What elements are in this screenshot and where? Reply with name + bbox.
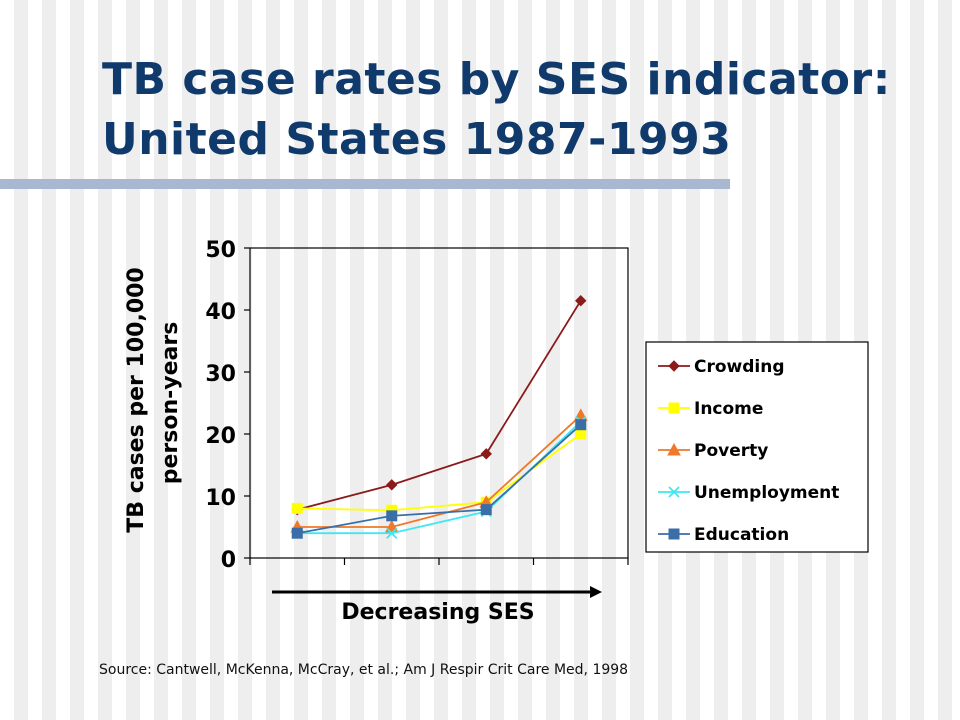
y-tick-label: 10 [205,486,236,511]
data-point-income [291,502,303,514]
legend-label-unemployment: Unemployment [694,483,839,503]
slide-title: TB case rates by SES indicator: United S… [102,50,891,170]
legend-marker-poverty [667,442,681,456]
source-citation: Source: Cantwell, McKenna, McCray, et al… [99,662,629,678]
series-line-unemployment [297,420,582,535]
legend-label-education: Education [694,525,789,545]
data-point-education [386,510,398,522]
series-line-poverty [297,414,582,528]
legend-item-poverty: Poverty [658,441,768,461]
slide-title-line1: TB case rates by SES indicator: [102,54,891,105]
data-point-education [480,504,492,516]
legend-item-income: Income [658,399,763,419]
series-education [291,419,587,539]
y-tick-label: 20 [205,424,236,449]
decreasing-ses-arrow [272,586,602,598]
legend-label-poverty: Poverty [694,441,768,461]
y-axis-label-line2: person-years [158,322,183,485]
data-point-income [575,428,587,440]
series-layer [290,294,588,539]
legend-marker-crowding [668,360,680,372]
series-line-crowding [297,300,582,511]
data-point-crowding [480,448,492,460]
y-tick-label: 40 [205,300,236,325]
legend-item-crowding: Crowding [658,357,785,377]
legend-item-education: Education [658,525,789,545]
data-point-unemployment [386,527,398,539]
series-income [291,428,587,516]
data-point-education [291,527,303,539]
axis-layer: 0 10 20 30 40 50 [205,238,629,573]
y-tick-label: 0 [221,548,236,573]
legend-marker-education [668,528,680,540]
legend-label-crowding: Crowding [694,357,785,377]
x-axis-label: Decreasing SES [341,600,534,625]
y-axis-label-line1: TB cases per 100,000 [124,267,149,532]
series-unemployment [291,415,587,539]
y-tick-label: 50 [205,238,236,263]
legend-label-income: Income [694,399,763,419]
title-underline-bar [0,179,730,189]
legend: Crowding Income Poverty Unemployment Educati… [645,341,869,553]
data-point-crowding [386,479,398,491]
legend-marker-income [668,402,680,414]
series-crowding [291,294,587,516]
data-point-poverty [573,408,588,421]
data-point-crowding [575,294,587,307]
legend-box [645,341,869,553]
slide-title-line2: United States 1987-1993 [102,114,732,165]
legend-marker-unemployment [668,486,680,498]
arrow-head [590,586,602,598]
legend-item-unemployment: Unemployment [658,483,839,503]
y-tick-label: 30 [205,362,236,387]
data-point-education [575,419,587,431]
plot-area-frame [249,247,629,559]
series-line-education [297,424,582,535]
